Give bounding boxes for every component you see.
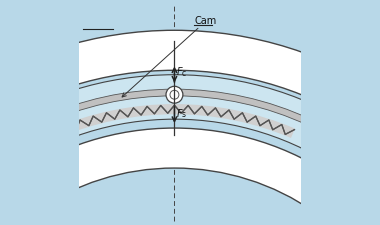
Text: c: c — [182, 69, 186, 78]
Wedge shape — [54, 104, 295, 138]
Circle shape — [166, 86, 183, 103]
Wedge shape — [0, 30, 380, 132]
Wedge shape — [0, 75, 368, 172]
Text: Spring: Spring — [0, 224, 1, 225]
Text: s: s — [182, 110, 186, 119]
Text: F: F — [177, 109, 183, 119]
Circle shape — [170, 90, 179, 99]
Text: Inner race: Inner race — [0, 224, 1, 225]
Wedge shape — [38, 89, 311, 126]
Text: Cage: Cage — [0, 224, 1, 225]
Text: Cam: Cam — [122, 16, 217, 97]
Wedge shape — [11, 128, 337, 212]
Text: F: F — [177, 68, 183, 77]
Text: Outer race: Outer race — [0, 224, 1, 225]
